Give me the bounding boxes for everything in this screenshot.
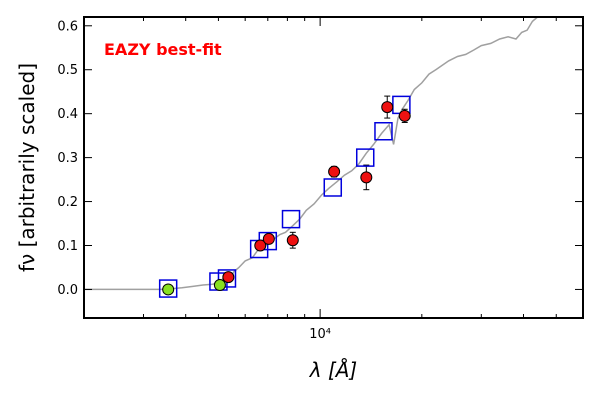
faint-flux-point (162, 283, 175, 296)
model-flux-square (281, 209, 301, 229)
model-flux-square (323, 178, 343, 197)
observed-flux-point (254, 239, 267, 252)
faint-flux-point (213, 279, 226, 292)
observed-layer (162, 101, 411, 296)
y-tick-label: 0.6 (57, 19, 78, 34)
plot-frame (83, 16, 584, 319)
observed-flux-point (360, 171, 373, 184)
y-tick-label: 0.2 (57, 195, 78, 210)
observed-flux-point (398, 109, 411, 122)
y-tick-label: 0.3 (57, 151, 78, 166)
error-bar-layer (165, 95, 408, 292)
model-flux-square (217, 269, 237, 288)
observed-flux-point (328, 165, 341, 178)
model-flux-square (374, 121, 393, 141)
model-layer (158, 95, 411, 298)
y-axis-title: fν [arbitrarily scaled] (15, 63, 39, 272)
annotation-label: EAZY best-fit (104, 40, 222, 59)
tick-layer: 0.0 0.1 0.2 0.3 0.4 0.5 0.6 10⁴ (57, 17, 583, 342)
x-axis-title: λ [Å] (309, 358, 357, 382)
y-tick-label: 0.0 (57, 283, 78, 298)
model-flux-square (158, 279, 178, 298)
y-tick-label: 0.4 (57, 107, 78, 122)
y-tick-label: 0.5 (57, 63, 78, 78)
model-flux-square (355, 148, 375, 167)
observed-flux-point (381, 101, 394, 114)
x-tick-label: 10⁴ (309, 327, 331, 342)
y-tick-label: 0.1 (57, 239, 78, 254)
observed-flux-point (286, 234, 299, 247)
observed-flux-point (262, 232, 275, 245)
observed-flux-point (222, 271, 235, 284)
